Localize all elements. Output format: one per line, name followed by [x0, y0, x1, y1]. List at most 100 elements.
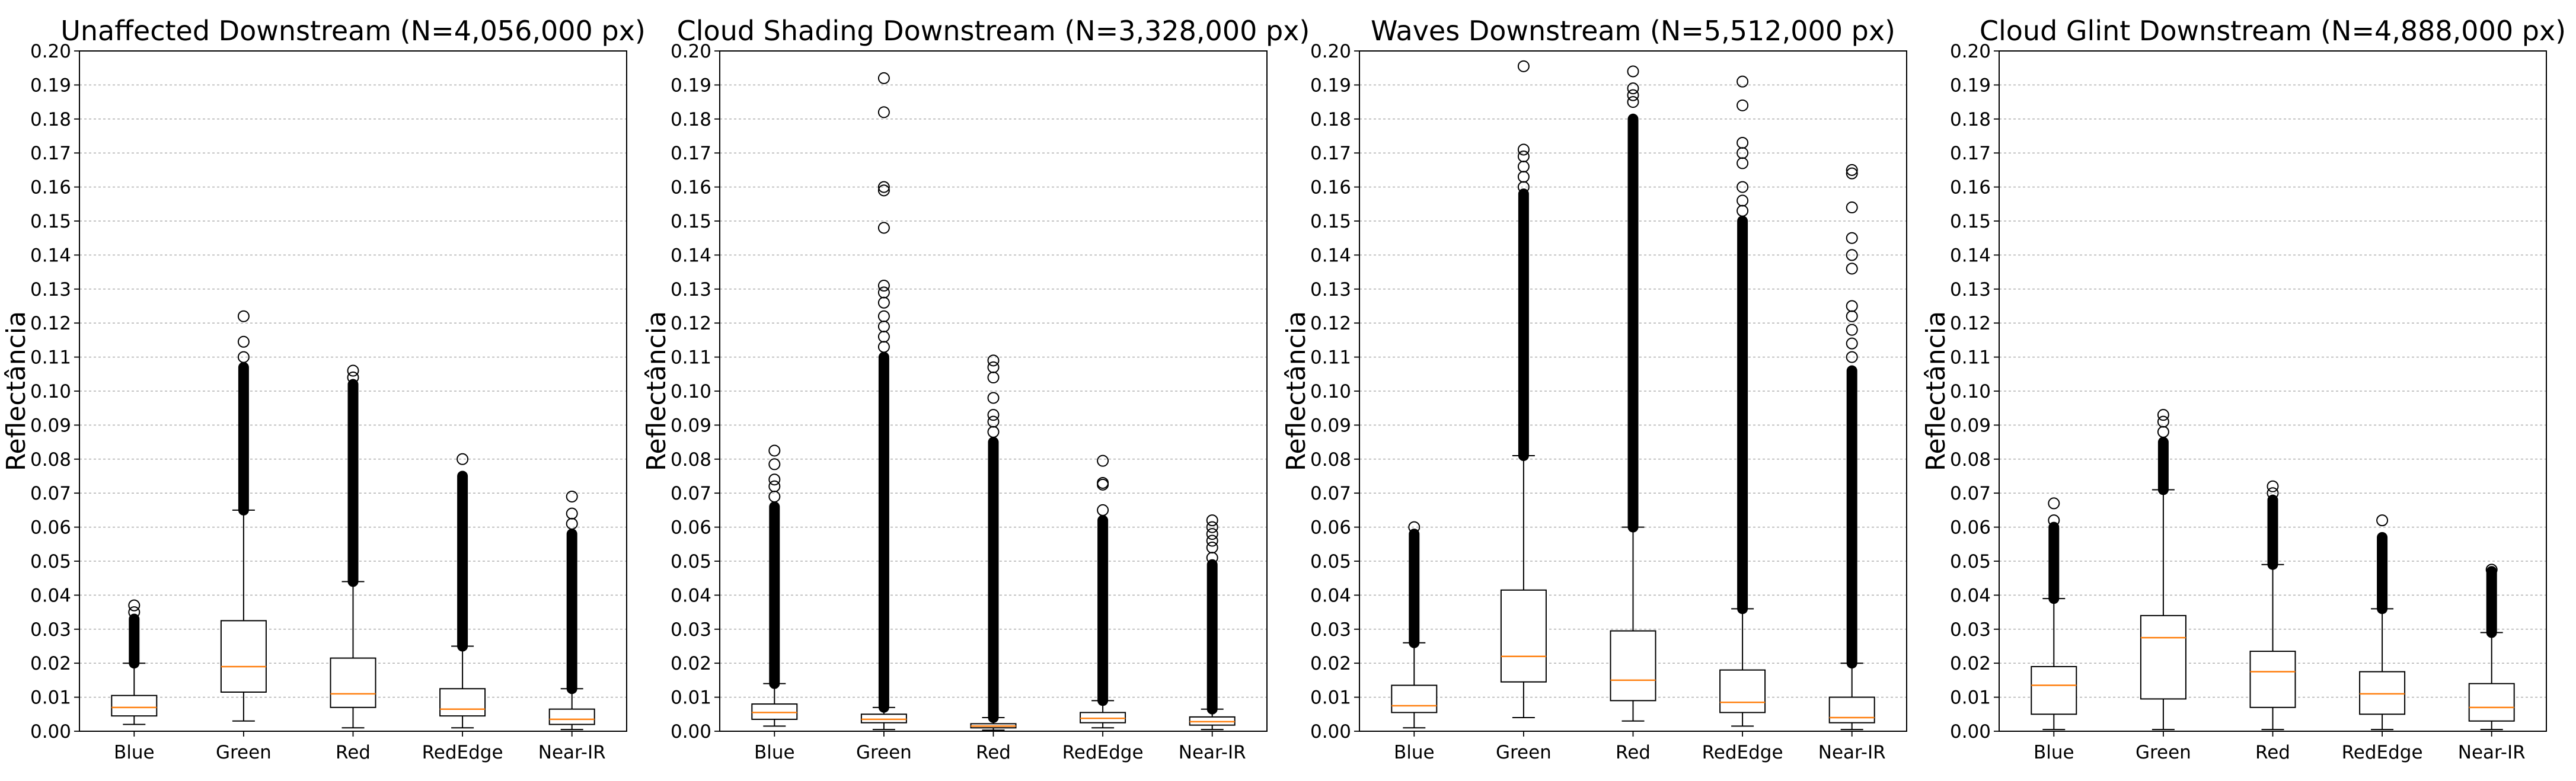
- outlier-point: [237, 335, 250, 348]
- box-blue: [751, 444, 798, 727]
- outlier-point: [877, 280, 890, 292]
- outlier-point: [1206, 528, 1218, 540]
- y-tick-label: 0.19: [30, 75, 71, 96]
- outlier-point: [1097, 454, 1109, 467]
- x-tick-label: RedEdge: [2342, 742, 2423, 763]
- y-tick-label: 0.13: [1310, 279, 1351, 300]
- chart-panel-1: Unaffected Downstream (N=4,056,000 px) Re…: [1, 15, 646, 763]
- y-tick-label: 0.15: [1310, 211, 1351, 232]
- outlier-point: [1627, 89, 1639, 101]
- outlier-point: [2157, 415, 2169, 428]
- chart-panel-3: Waves Downstream (N=5,512,000 px) Reflect…: [1281, 15, 1907, 763]
- box-red: [330, 364, 376, 729]
- x-tick-label: Red: [2255, 742, 2290, 763]
- outlier-point: [768, 490, 781, 502]
- outlier-point: [1737, 136, 1749, 149]
- axes-frame: [79, 50, 627, 732]
- y-tick-label: 0.03: [671, 619, 711, 641]
- box-rededge: [1719, 75, 1766, 727]
- y-tick-label: 0.19: [1950, 75, 1991, 96]
- box-blue: [1391, 521, 1438, 729]
- outlier-point: [457, 453, 469, 465]
- iqr-box: [860, 713, 907, 724]
- outlier-point: [2048, 497, 2060, 510]
- x-tick-label: RedEdge: [422, 742, 503, 763]
- outlier-point: [1846, 232, 1858, 244]
- x-tick-label: Near-IR: [2458, 742, 2526, 763]
- y-tick-label: 0.12: [671, 313, 711, 334]
- box-near-ir: [1189, 514, 1236, 731]
- y-tick-label: 0.06: [1950, 517, 1991, 539]
- outlier-point: [1846, 310, 1858, 322]
- chart-title: Waves Downstream (N=5,512,000 px): [1371, 15, 1895, 47]
- outlier-point: [1206, 534, 1218, 547]
- outlier-point: [987, 361, 1000, 373]
- box-rededge: [2359, 514, 2406, 731]
- y-tick-label: 0.14: [30, 245, 71, 266]
- outlier-point: [2048, 514, 2060, 527]
- box-green: [2140, 409, 2186, 731]
- iqr-box: [548, 708, 595, 725]
- y-tick-label: 0.10: [30, 381, 71, 402]
- y-tick-label: 0.17: [671, 143, 711, 164]
- y-tick-label: 0.02: [1950, 653, 1991, 674]
- outlier-point: [1627, 65, 1639, 78]
- y-tick-label: 0.20: [1310, 41, 1351, 62]
- outlier-point: [1846, 249, 1858, 261]
- y-tick-label: 0.03: [1950, 619, 1991, 641]
- y-tick-label: 0.11: [1950, 347, 1991, 369]
- y-tick-label: 0.04: [1950, 585, 1991, 606]
- outlier-point: [877, 106, 890, 119]
- y-tick-label: 0.16: [30, 177, 71, 199]
- outlier-point: [1517, 171, 1530, 183]
- outlier-point: [877, 310, 890, 322]
- axes-frame: [1359, 50, 1907, 732]
- y-tick-label: 0.05: [30, 551, 71, 572]
- iqr-box: [1719, 669, 1766, 713]
- y-tick-label: 0.18: [1310, 109, 1351, 130]
- y-tick-label: 0.15: [30, 211, 71, 232]
- y-tick-label: 0.08: [671, 449, 711, 470]
- outlier-point: [877, 286, 890, 299]
- x-tick-label: Blue: [754, 742, 795, 763]
- y-tick-label: 0.15: [1950, 211, 1991, 232]
- y-tick-label: 0.14: [1950, 245, 1991, 266]
- y-tick-label: 0.20: [1950, 41, 1991, 62]
- y-tick-label: 0.18: [671, 109, 711, 130]
- outlier-point: [1737, 204, 1749, 217]
- outlier-point: [347, 364, 359, 377]
- box-green: [1500, 60, 1547, 719]
- outlier-point: [768, 444, 781, 457]
- y-tick-label: 0.04: [30, 585, 71, 606]
- iqr-box: [1610, 630, 1656, 702]
- outlier-point: [987, 409, 1000, 421]
- chart-title: Unaffected Downstream (N=4,056,000 px): [60, 15, 646, 47]
- chart-title: Cloud Glint Downstream (N=4,888,000 px): [1980, 15, 2566, 47]
- iqr-box: [2031, 665, 2077, 715]
- y-tick-label: 0.09: [30, 415, 71, 436]
- y-tick-label: 0.01: [30, 687, 71, 709]
- chart-panel-4: Cloud Glint Downstream (N=4,888,000 px) R…: [1921, 15, 2566, 763]
- box-blue: [111, 599, 158, 725]
- y-tick-label: 0.10: [1950, 381, 1991, 402]
- outlier-point: [987, 415, 1000, 428]
- outlier-point: [987, 425, 1000, 438]
- outlier-point: [1846, 263, 1858, 275]
- outlier-point: [2157, 409, 2169, 421]
- box-red: [2249, 480, 2296, 731]
- x-tick-label: RedEdge: [1702, 742, 1783, 763]
- y-tick-label: 0.05: [1950, 551, 1991, 572]
- chart-panel-2: Cloud Shading Downstream (N=3,328,000 px…: [641, 15, 1310, 763]
- y-tick-label: 0.07: [671, 483, 711, 504]
- x-tick-label: Green: [1496, 742, 1552, 763]
- iqr-box: [2468, 683, 2515, 722]
- y-tick-label: 0.20: [30, 41, 71, 62]
- y-tick-label: 0.02: [30, 653, 71, 674]
- y-tick-label: 0.08: [1310, 449, 1351, 470]
- box-near-ir: [1828, 164, 1875, 731]
- outlier-point: [987, 372, 1000, 384]
- y-tick-label: 0.07: [1310, 483, 1351, 504]
- y-tick-label: 0.06: [671, 517, 711, 539]
